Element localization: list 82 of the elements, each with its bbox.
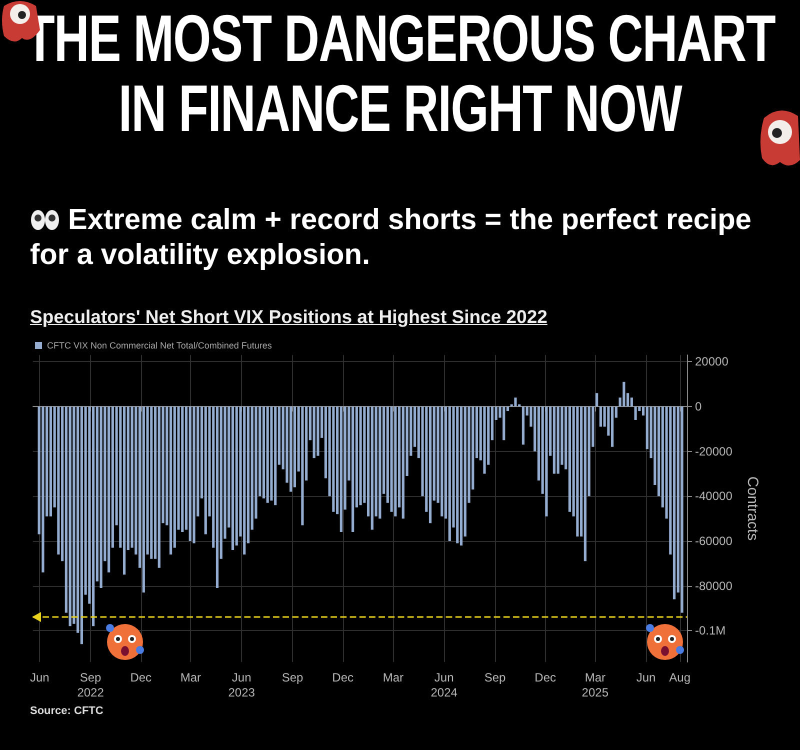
bar — [231, 406, 234, 550]
x-tick-label: Mar 2025 — [582, 670, 609, 700]
bar — [122, 406, 126, 575]
bar — [460, 406, 463, 546]
bar — [552, 406, 556, 474]
x-tick-label: Dec — [130, 670, 152, 684]
bar — [599, 406, 602, 427]
bar — [181, 406, 184, 532]
bar — [576, 406, 579, 537]
bar — [370, 406, 374, 530]
y-tick-label: -80000 — [695, 578, 733, 593]
bar — [672, 406, 676, 600]
y-tick-label: -40000 — [695, 489, 733, 504]
bar — [584, 406, 586, 562]
bar — [359, 406, 362, 506]
bar — [204, 406, 207, 534]
bar — [514, 398, 517, 407]
bar — [158, 406, 160, 568]
bar — [440, 406, 444, 516]
bar — [622, 382, 626, 407]
bar — [332, 406, 335, 512]
bar — [42, 406, 44, 572]
bar — [108, 406, 110, 572]
x-tick-label: Sep — [484, 670, 506, 684]
bar — [352, 406, 354, 532]
bar — [274, 406, 277, 506]
bar — [169, 406, 172, 554]
y-tick-label: 0 — [695, 400, 702, 414]
bar — [312, 406, 316, 458]
bar — [301, 406, 304, 526]
bar — [428, 406, 432, 524]
bar — [680, 406, 684, 613]
bar — [522, 406, 525, 445]
x-tick-label: Sep 2022 — [77, 670, 104, 700]
bar — [502, 406, 506, 440]
bar — [556, 406, 560, 474]
bar — [456, 406, 459, 544]
x-tick-label: Aug — [669, 670, 690, 684]
bar — [316, 406, 320, 456]
bar — [448, 406, 451, 541]
bar — [243, 406, 246, 554]
y-tick-label: -20000 — [695, 444, 733, 458]
x-tick-label: Jun 2023 — [228, 670, 256, 700]
legend-label: CFTC VIX Non Commercial Net Total/Combined Futures — [47, 340, 272, 350]
chart-subtitle: Extreme calm + record shorts = the perfect recipe for a volatility explosion. — [30, 203, 752, 273]
y-axis-title: Contracts — [744, 476, 761, 541]
bar — [216, 406, 219, 588]
bar — [188, 406, 192, 541]
bar — [293, 406, 296, 488]
text: Speculators' Net Short VIX Positions at Highest Since 2022 — [30, 306, 548, 328]
x-tick-label: Jun — [636, 670, 656, 684]
bar — [266, 406, 269, 503]
bar — [596, 393, 598, 407]
x-tick-label: Dec — [534, 670, 556, 684]
bar — [634, 406, 637, 420]
x-tick-label: Sep — [282, 670, 304, 684]
bar — [290, 406, 292, 492]
bar — [270, 406, 273, 501]
bar — [340, 406, 342, 532]
bar — [92, 406, 95, 626]
y-tick-label: 20000 — [695, 354, 729, 369]
bar — [483, 406, 486, 474]
bar — [545, 406, 548, 516]
bar — [150, 406, 153, 559]
y-tick-label: -60000 — [695, 534, 733, 548]
bar — [378, 406, 382, 519]
bar — [402, 406, 404, 519]
bar — [49, 406, 52, 516]
bar — [611, 406, 614, 447]
bar — [192, 406, 196, 544]
bar — [394, 406, 397, 516]
x-tick-label: Dec — [332, 670, 354, 684]
x-tick-label: Jun — [30, 670, 50, 684]
bar — [100, 406, 102, 588]
x-tick-label: Mar — [180, 670, 202, 684]
source-note: Source: CFTC — [30, 705, 104, 717]
bar — [68, 406, 72, 626]
y-tick-label: -0.1M — [695, 624, 726, 638]
x-tick-label: Mar — [382, 670, 404, 684]
bar — [80, 406, 83, 644]
x-tick-label: Jun 2024 — [430, 670, 458, 700]
bar — [142, 406, 145, 593]
